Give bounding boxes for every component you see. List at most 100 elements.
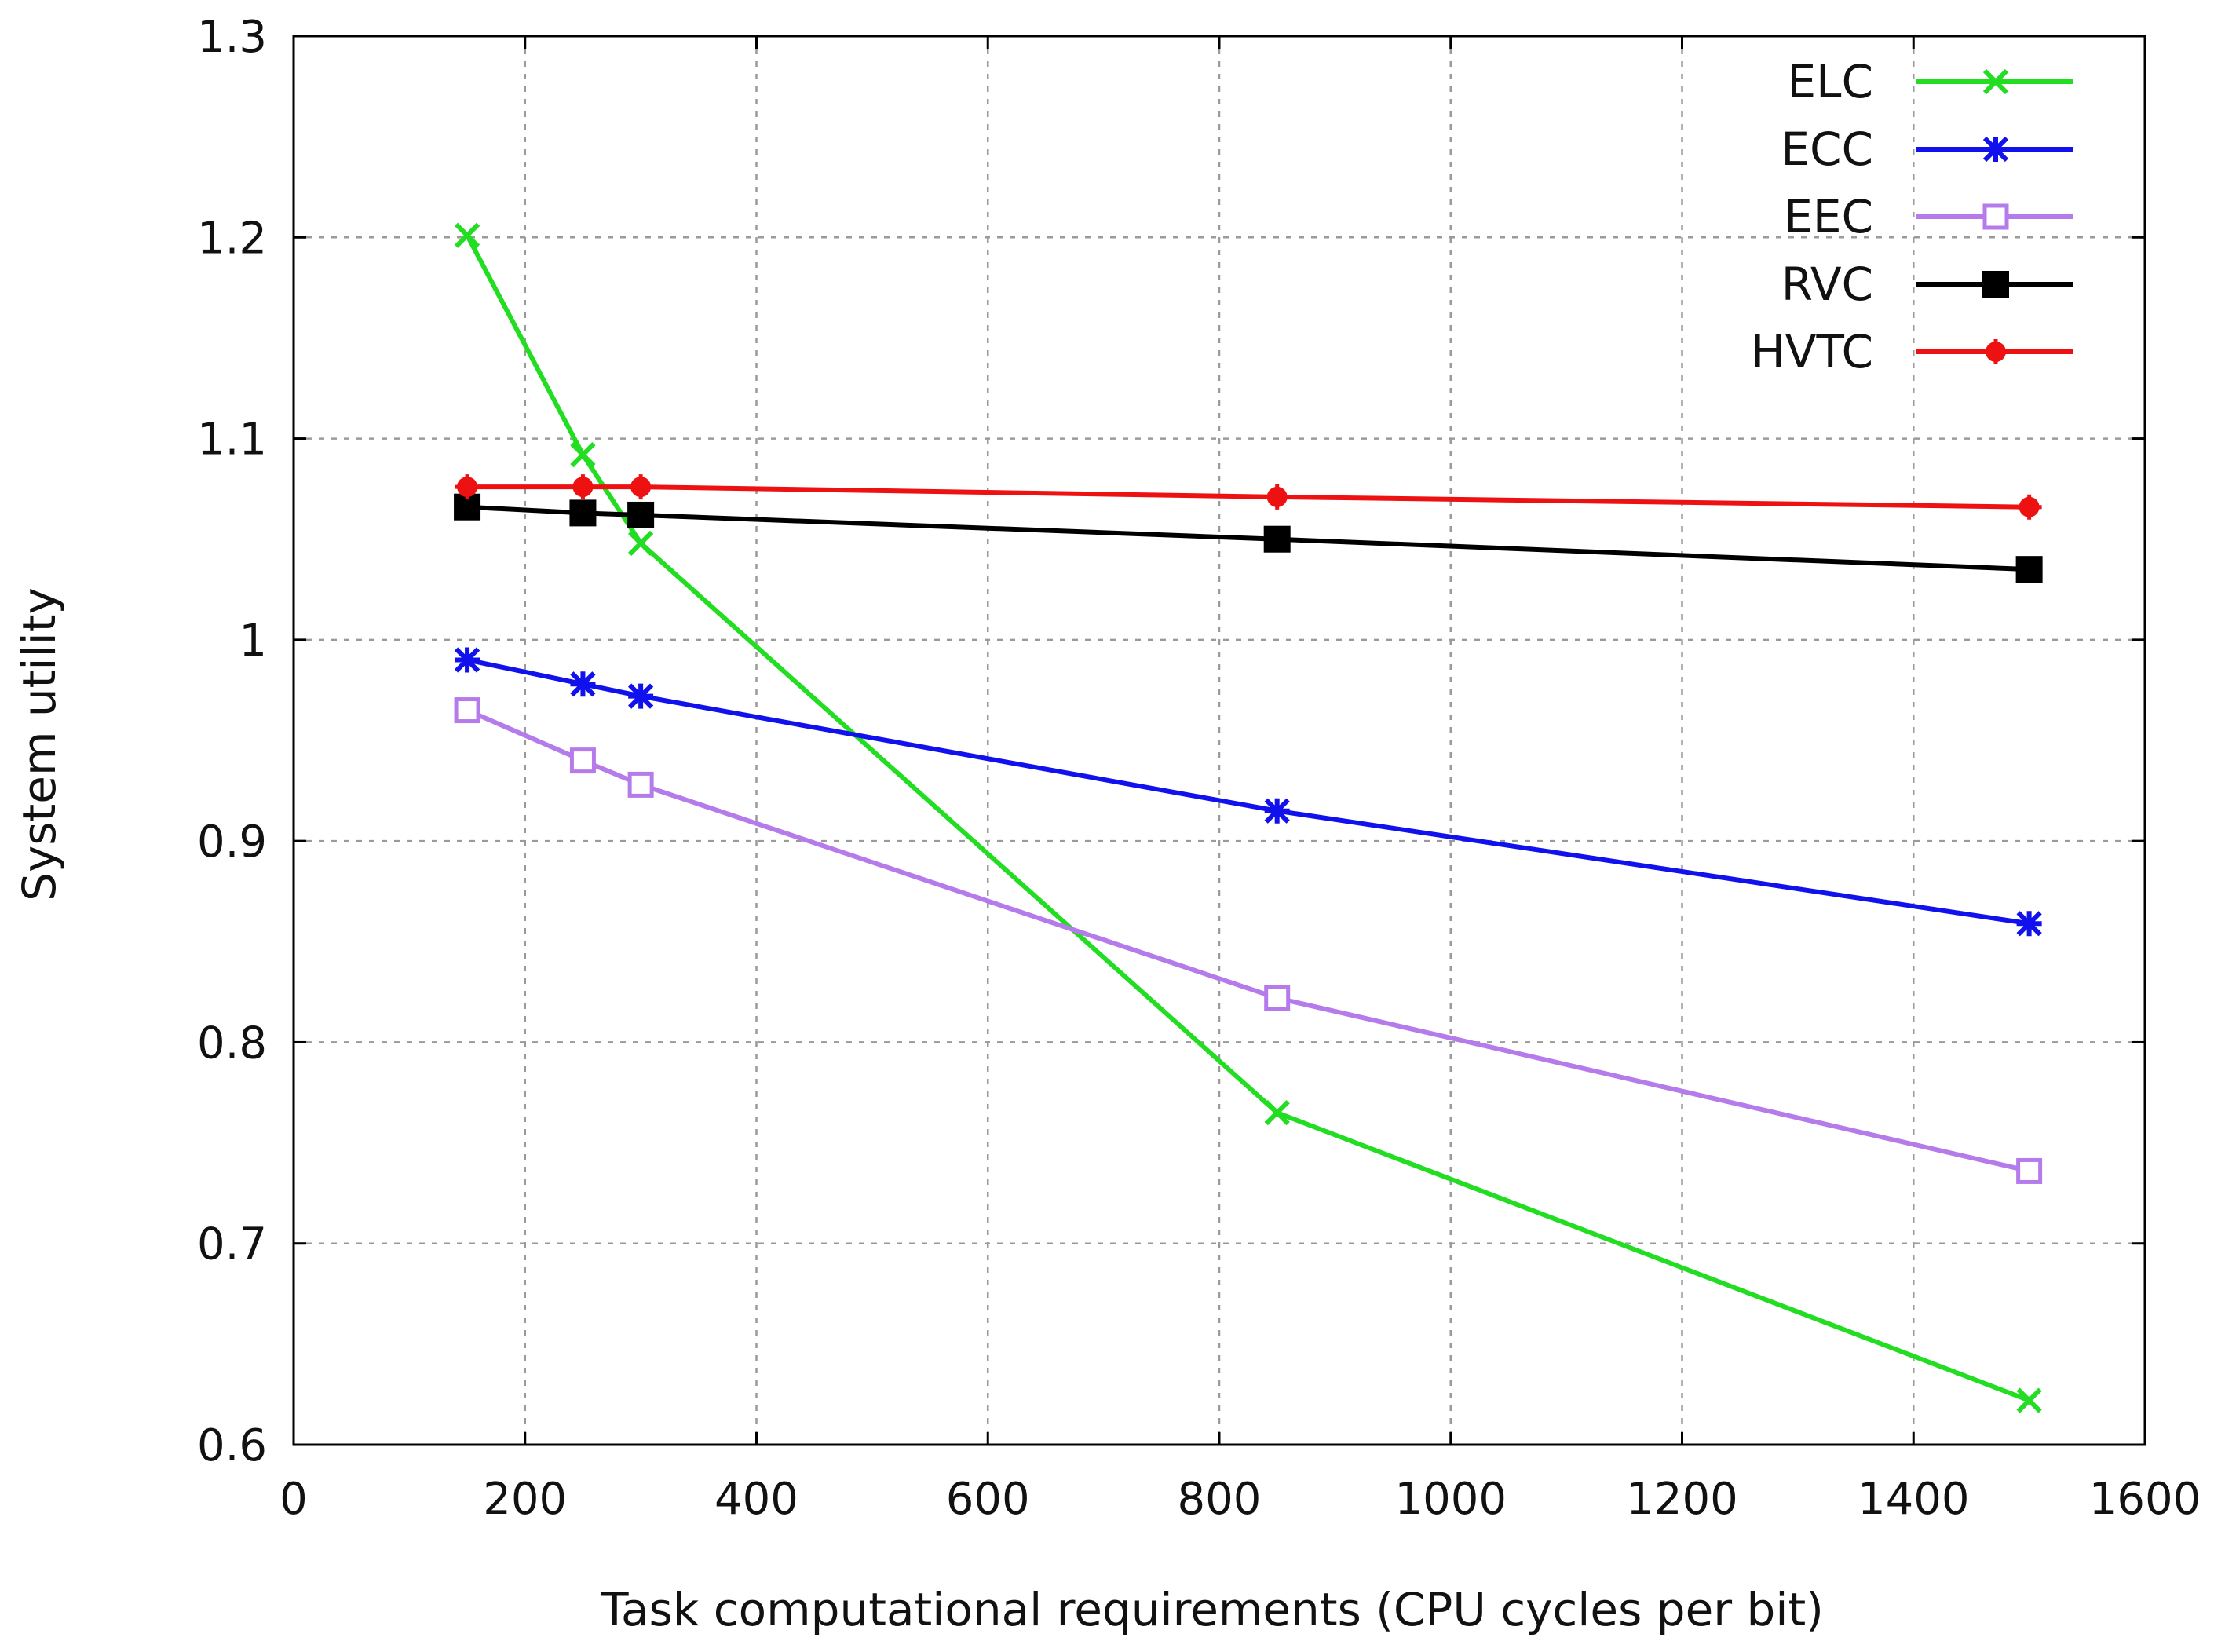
marker-stroke — [570, 474, 596, 500]
marker-stroke — [1264, 484, 1290, 510]
x-tick-label: 1200 — [1626, 1474, 1738, 1525]
marker-shape — [1264, 985, 1291, 1011]
legend-item-ecc: ECC — [1781, 122, 2073, 176]
series-line-elc — [465, 234, 2030, 1403]
data-point-rvc — [627, 501, 655, 528]
legend-item-rvc: RVC — [1781, 258, 2073, 311]
marker-shape — [569, 499, 597, 527]
legend-item-elc: ELC — [1788, 55, 2073, 108]
marker-stroke — [570, 671, 596, 697]
marker-shape — [1982, 271, 2009, 298]
legend-marker-ecc — [1982, 136, 2009, 163]
marker-stroke — [1982, 68, 2009, 95]
marker-stroke — [1264, 1100, 1290, 1126]
ticks: 0 200 400 600 800 1000 1200 1400 1600 0.6 0.7 0.8 0.… — [197, 12, 2201, 1525]
series-line-hvtc — [467, 484, 2030, 510]
x-tick-label: 1600 — [2089, 1474, 2201, 1525]
marker-stroke — [2016, 911, 2042, 937]
legend-item-hvtc: HVTC — [1751, 325, 2073, 378]
y-tick-label: 0.8 — [197, 1018, 267, 1069]
marker-shape — [627, 771, 654, 798]
marker-shape — [2016, 1157, 2043, 1184]
data-point-hvtc — [2016, 494, 2042, 520]
y-tick-label: 1.3 — [197, 12, 267, 63]
data-point-rvc — [2015, 556, 2043, 583]
data-point-eec — [454, 697, 480, 724]
data-point-hvtc — [455, 474, 480, 500]
marker-stroke — [628, 530, 654, 556]
marker-stroke — [454, 222, 480, 248]
data-point-ecc — [454, 647, 480, 673]
legend: ELC ECC EEC RVC HVTC — [1751, 55, 2073, 378]
legend-marker-eec — [1982, 203, 2009, 230]
legend-label-elc: ELC — [1788, 55, 1873, 108]
marker-shape — [454, 697, 480, 724]
marker-stroke — [570, 441, 596, 468]
marker-stroke — [454, 647, 480, 673]
legend-label-ecc: ECC — [1781, 122, 1873, 176]
data-point-rvc — [1263, 525, 1291, 553]
series-hvtc — [455, 474, 2042, 520]
y-tick-label: 0.9 — [197, 817, 267, 868]
data-point-elc — [2016, 1387, 2042, 1413]
marker-stroke — [628, 683, 654, 709]
series-elc — [454, 222, 2042, 1413]
data-point-eec — [627, 771, 654, 798]
y-axis-title: System utility — [13, 587, 66, 901]
series-group — [454, 222, 2043, 1413]
series-eec — [454, 697, 2043, 1184]
legend-marker-hvtc — [1983, 339, 2008, 364]
y-tick-label: 1.1 — [197, 415, 267, 466]
x-tick-label: 1000 — [1394, 1474, 1507, 1525]
data-point-elc — [628, 530, 654, 556]
data-point-ecc — [1264, 798, 1290, 824]
data-point-eec — [1264, 985, 1291, 1011]
data-point-ecc — [628, 683, 654, 709]
marker-shape — [627, 501, 655, 528]
data-point-rvc — [569, 499, 597, 527]
data-point-elc — [1264, 1100, 1290, 1126]
x-tick-label: 1400 — [1858, 1474, 1970, 1525]
legend-marker-rvc — [1982, 271, 2009, 298]
marker-shape — [1263, 525, 1291, 553]
legend-label-eec: EEC — [1784, 190, 1873, 243]
x-tick-label: 800 — [1178, 1474, 1262, 1525]
marker-shape — [2015, 556, 2043, 583]
x-tick-label: 0 — [279, 1474, 308, 1525]
data-point-hvtc — [570, 474, 596, 500]
legend-item-eec: EEC — [1784, 190, 2073, 243]
legend-label-hvtc: HVTC — [1751, 325, 1873, 378]
data-point-elc — [570, 441, 596, 468]
x-tick-label: 200 — [483, 1474, 567, 1525]
y-tick-label: 1 — [239, 616, 267, 667]
data-point-hvtc — [628, 474, 654, 500]
grid — [294, 36, 2145, 1445]
x-tick-label: 400 — [714, 1474, 798, 1525]
y-tick-label: 0.7 — [197, 1219, 267, 1270]
data-point-ecc — [2016, 911, 2042, 937]
marker-stroke — [1264, 798, 1290, 824]
series-rvc — [454, 493, 2043, 583]
marker-stroke — [1982, 136, 2009, 163]
series-line-eec — [466, 707, 2030, 1174]
marker-shape — [569, 747, 596, 774]
marker-stroke — [628, 474, 654, 500]
y-tick-label: 0.6 — [197, 1420, 267, 1471]
y-tick-label: 1.2 — [197, 213, 267, 264]
x-axis-title: Task computational requirements (CPU cyc… — [600, 1583, 1824, 1636]
marker-shape — [1982, 203, 2009, 230]
marker-stroke — [1983, 339, 2008, 364]
marker-stroke — [2016, 494, 2042, 520]
data-point-hvtc — [1264, 484, 1290, 510]
marker-stroke — [455, 474, 480, 500]
series-line-ecc — [466, 657, 2030, 927]
legend-label-rvc: RVC — [1781, 258, 1873, 311]
data-point-elc — [454, 222, 480, 248]
data-point-ecc — [570, 671, 596, 697]
marker-stroke — [2016, 1387, 2042, 1413]
series-line-rvc — [466, 504, 2030, 572]
data-point-eec — [569, 747, 596, 774]
series-ecc — [454, 647, 2042, 937]
x-tick-label: 600 — [946, 1474, 1030, 1525]
